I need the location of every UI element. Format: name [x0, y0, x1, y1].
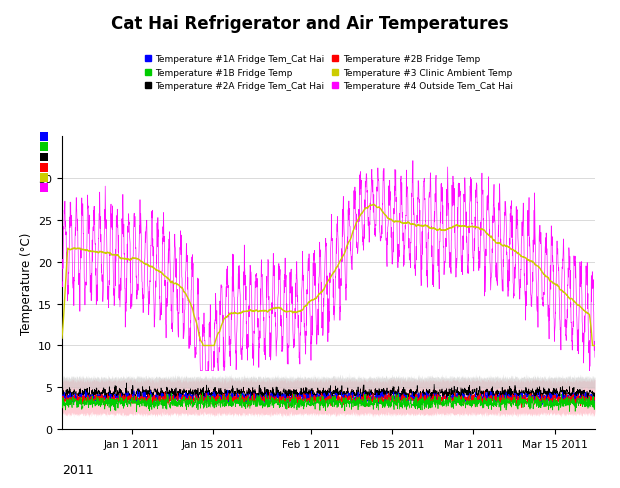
- Text: Cat Hai Refrigerator and Air Temperatures: Cat Hai Refrigerator and Air Temperature…: [111, 15, 509, 33]
- Y-axis label: Temperature (°C): Temperature (°C): [20, 232, 33, 334]
- Legend: Temperature #1A Fridge Tem_Cat Hai, Temperature #1B Fridge Temp, Temperature #2A: Temperature #1A Fridge Tem_Cat Hai, Temp…: [143, 53, 515, 93]
- Text: 2011: 2011: [62, 464, 94, 476]
